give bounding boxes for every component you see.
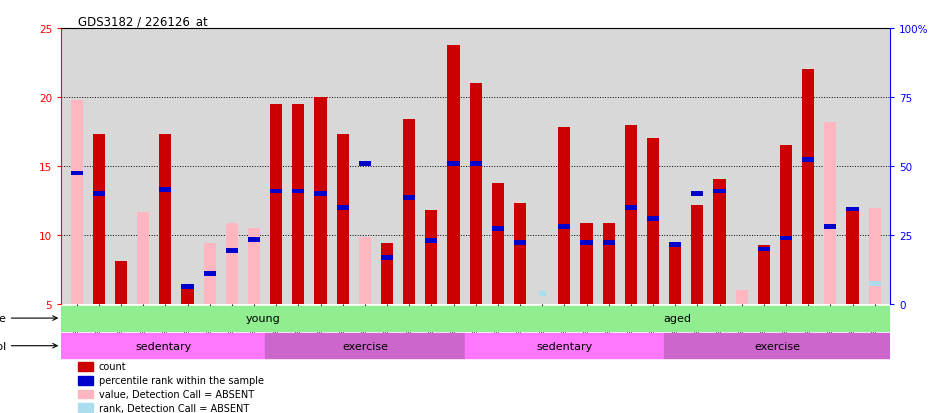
Bar: [603, 223, 615, 304]
Bar: [713, 189, 725, 194]
Bar: [78, 362, 92, 371]
Bar: [514, 240, 527, 245]
Bar: [514, 204, 527, 304]
Bar: [425, 211, 437, 304]
Bar: [824, 123, 836, 304]
Bar: [159, 188, 171, 192]
Bar: [780, 146, 792, 304]
Text: exercise: exercise: [342, 341, 388, 351]
Bar: [226, 223, 238, 304]
Bar: [359, 237, 371, 304]
Bar: [691, 192, 704, 197]
Bar: [869, 208, 881, 304]
Bar: [580, 223, 593, 304]
Text: value, Detection Call = ABSENT: value, Detection Call = ABSENT: [99, 389, 253, 399]
Bar: [447, 45, 460, 304]
Bar: [470, 161, 481, 166]
Bar: [647, 217, 659, 221]
Bar: [248, 237, 260, 242]
Bar: [270, 189, 283, 194]
Bar: [138, 212, 150, 304]
Bar: [425, 239, 437, 244]
Bar: [802, 70, 814, 304]
Bar: [336, 206, 349, 211]
Bar: [336, 135, 349, 304]
Text: percentile rank within the sample: percentile rank within the sample: [99, 375, 264, 385]
Bar: [403, 196, 415, 201]
Bar: [71, 101, 83, 304]
Bar: [265, 333, 464, 358]
Text: young: young: [246, 313, 281, 323]
Bar: [691, 205, 704, 304]
Text: protocol: protocol: [0, 341, 57, 351]
Bar: [625, 126, 637, 304]
Bar: [669, 243, 681, 248]
Bar: [292, 189, 304, 194]
Bar: [182, 284, 194, 289]
Bar: [203, 272, 216, 277]
Text: count: count: [99, 361, 126, 372]
Bar: [359, 161, 371, 166]
Bar: [559, 225, 571, 230]
Bar: [780, 236, 792, 241]
Bar: [78, 390, 92, 399]
Bar: [78, 376, 92, 385]
Bar: [464, 306, 890, 331]
Bar: [869, 281, 881, 286]
Bar: [115, 262, 127, 304]
Text: aged: aged: [663, 313, 691, 323]
Bar: [61, 306, 464, 331]
Bar: [580, 240, 593, 245]
Text: GDS3182 / 226126_at: GDS3182 / 226126_at: [78, 15, 207, 28]
Text: exercise: exercise: [755, 341, 800, 351]
Bar: [203, 244, 216, 304]
Bar: [757, 245, 770, 304]
Bar: [664, 333, 890, 358]
Bar: [381, 255, 393, 260]
Bar: [61, 333, 265, 358]
Bar: [292, 105, 304, 304]
Bar: [93, 192, 105, 197]
Bar: [315, 192, 327, 197]
Bar: [559, 128, 571, 304]
Bar: [802, 157, 814, 162]
Bar: [182, 288, 194, 304]
Bar: [713, 179, 725, 304]
Bar: [647, 139, 659, 304]
Bar: [603, 240, 615, 245]
Bar: [315, 98, 327, 304]
Bar: [71, 171, 83, 176]
Bar: [78, 404, 92, 412]
Text: sedentary: sedentary: [536, 341, 593, 351]
Bar: [403, 120, 415, 304]
Bar: [847, 207, 858, 212]
Bar: [470, 84, 481, 304]
Bar: [539, 291, 545, 296]
Bar: [93, 135, 105, 304]
Bar: [492, 226, 504, 231]
Bar: [159, 135, 171, 304]
Bar: [625, 206, 637, 211]
Bar: [270, 105, 283, 304]
Bar: [464, 333, 664, 358]
Bar: [736, 291, 748, 304]
Bar: [847, 209, 858, 304]
Bar: [669, 244, 681, 304]
Text: age: age: [0, 313, 57, 323]
Bar: [824, 225, 836, 230]
Bar: [757, 247, 770, 252]
Bar: [226, 248, 238, 253]
Bar: [248, 229, 260, 304]
Text: sedentary: sedentary: [135, 341, 191, 351]
Text: rank, Detection Call = ABSENT: rank, Detection Call = ABSENT: [99, 403, 249, 413]
Bar: [447, 161, 460, 166]
Bar: [381, 244, 393, 304]
Bar: [492, 183, 504, 304]
